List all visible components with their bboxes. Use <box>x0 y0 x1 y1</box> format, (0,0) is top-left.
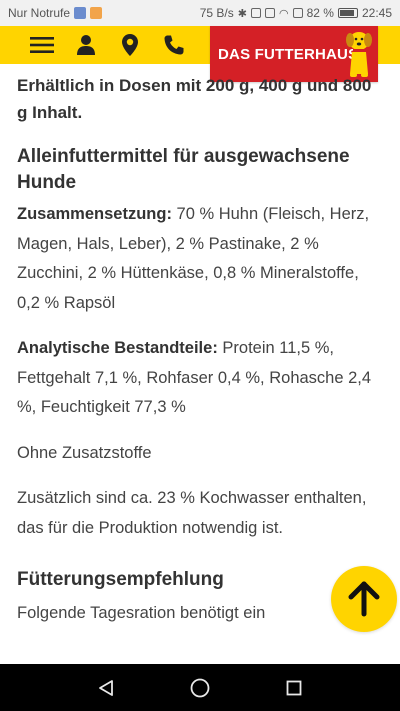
battery-percent: 82 % <box>306 6 334 20</box>
notification-play-icon <box>90 7 103 19</box>
hamburger-icon <box>30 37 54 53</box>
net-speed: 75 B/s <box>199 6 234 20</box>
bluetooth-icon: ✱ <box>237 7 247 20</box>
scroll-to-top-button[interactable] <box>331 566 397 632</box>
call-button[interactable] <box>152 26 196 64</box>
vibrate-icon <box>265 8 275 18</box>
dog-mascot-icon <box>346 32 372 77</box>
carrier-label: Nur Notrufe <box>8 6 71 20</box>
feeding-text: Folgende Tagesration benötigt ein <box>17 604 266 622</box>
feeding-title: Fütterungsempfehlung <box>17 569 224 590</box>
map-pin-icon <box>122 34 138 56</box>
home-circle-icon[interactable] <box>189 677 211 699</box>
product-details: Erhältlich in Dosen mit 200 g, 400 g und… <box>0 64 400 664</box>
cooking-water-text: Zusätzlich sind ca. 23 % Kochwasser enth… <box>17 489 367 537</box>
user-icon <box>77 35 95 55</box>
clock: 22:45 <box>361 6 392 20</box>
composition-label: Zusammensetzung: <box>17 205 172 223</box>
wifi-icon: ◠ <box>279 7 289 20</box>
brand-logo[interactable]: DAS FUTTERHAUS <box>210 26 378 82</box>
sim-icon <box>292 8 303 18</box>
additives-text: Ohne Zusatzstoffe <box>17 443 152 462</box>
analytic-label: Analytische Bestandteile: <box>17 339 218 357</box>
analytic-text: Protein 11,5 %, Fettgehalt 7,1 %, Rohfas… <box>17 339 372 416</box>
analytic-paragraph: Analytische Bestandteile: Protein 11,5 %… <box>17 334 380 423</box>
battery-icon <box>337 8 358 18</box>
nfc-icon <box>251 8 261 18</box>
composition-paragraph: Zusammensetzung: 70 % Huhn (Fleisch, Her… <box>17 200 380 318</box>
system-nav-bar <box>0 664 400 711</box>
status-bar: Nur Notrufe 75 B/s ✱ ◠ 82 % 22:45 <box>0 0 400 26</box>
status-right: 75 B/s ✱ ◠ 82 % 22:45 <box>200 6 392 20</box>
menu-button[interactable] <box>20 26 64 64</box>
recents-square-icon[interactable] <box>284 678 304 698</box>
section-title: Alleinfuttermittel für ausgewachsene Hun… <box>17 146 350 193</box>
site-header: DAS FUTTERHAUS <box>0 26 400 82</box>
notification-app-icon <box>74 7 87 19</box>
phone-icon <box>164 35 184 55</box>
brand-logo-text: DAS FUTTERHAUS <box>218 45 359 63</box>
arrow-up-icon <box>348 581 380 617</box>
composition-text: 70 % Huhn (Fleisch, Herz, Magen, Hals, L… <box>17 205 370 312</box>
availability-text: Erhältlich in Dosen mit 200 g, 400 g und… <box>17 76 372 122</box>
status-left: Nur Notrufe <box>8 6 103 20</box>
account-button[interactable] <box>64 26 108 64</box>
store-locator-button[interactable] <box>108 26 152 64</box>
back-triangle-icon[interactable] <box>96 678 116 698</box>
